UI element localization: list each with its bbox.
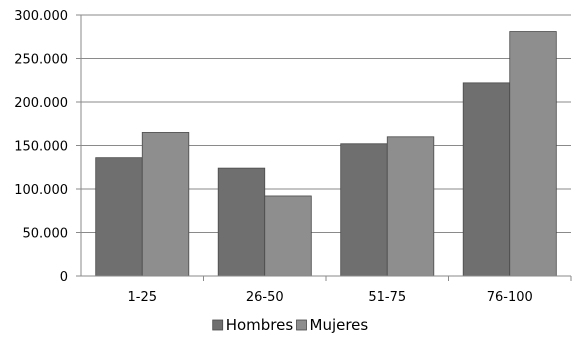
- y-tick-label: 50.000: [23, 227, 69, 242]
- bars: [95, 31, 557, 277]
- x-tick-label: 1-25: [127, 290, 157, 305]
- bar-hombres-51-75: [340, 143, 388, 277]
- axes: [76, 14, 572, 281]
- bar-hombres-26-50: [217, 167, 266, 277]
- legend-label-hombres: Hombres: [226, 316, 294, 334]
- bar-mujeres-51-75: [386, 136, 435, 277]
- x-tick-label: 76-100: [487, 290, 533, 305]
- y-tick-label: 300.000: [14, 9, 68, 24]
- y-tick-label: 100.000: [14, 183, 68, 198]
- legend: Hombres Mujeres: [212, 316, 369, 334]
- bar-mujeres-26-50: [264, 195, 312, 277]
- legend-swatch-mujeres: [296, 319, 307, 331]
- x-tick-label: 26-50: [246, 290, 284, 305]
- y-tick-label: 150.000: [14, 140, 68, 155]
- y-tick-labels: 0 50.000 100.000 150.000 200.000 250.000 300.0…: [14, 9, 68, 285]
- y-tick-label: 0: [60, 270, 68, 285]
- bar-hombres-1-25: [95, 157, 143, 277]
- y-tick-label: 250.000: [14, 53, 68, 68]
- legend-swatch-hombres: [212, 319, 224, 331]
- bar-hombres-76-100: [462, 82, 511, 277]
- x-tick-labels: 1-25 26-50 51-75 76-100: [127, 290, 532, 305]
- x-tick-label: 51-75: [368, 290, 406, 305]
- bar-mujeres-1-25: [141, 132, 190, 277]
- bar-mujeres-76-100: [509, 31, 557, 277]
- legend-label-mujeres: Mujeres: [310, 316, 369, 334]
- y-tick-label: 200.000: [14, 96, 68, 111]
